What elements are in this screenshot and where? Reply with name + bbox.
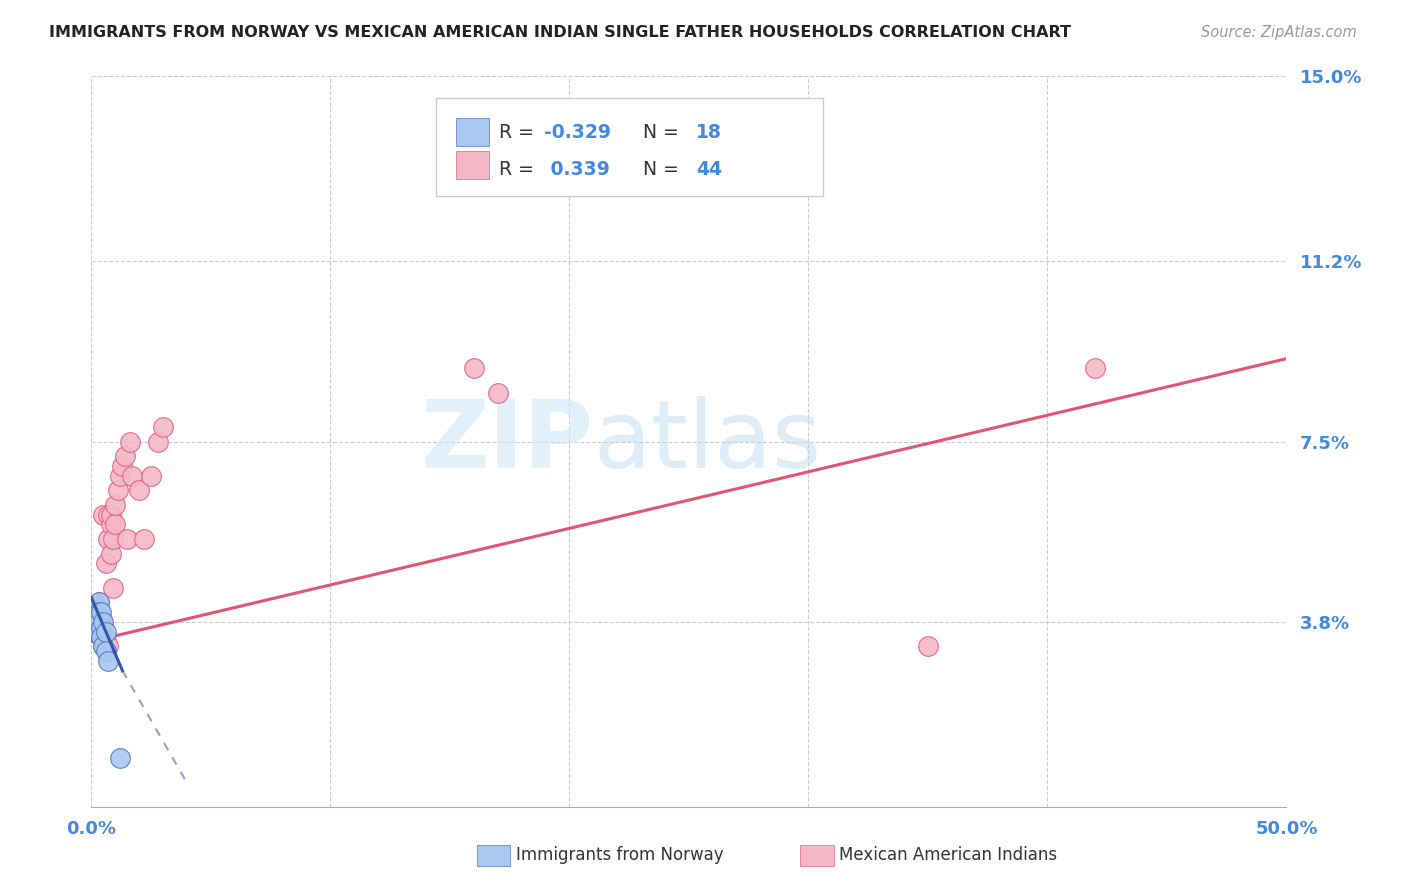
Point: [87, 615, 110, 629]
Point: [128, 483, 150, 498]
Point: [87, 595, 110, 609]
Point: [104, 498, 127, 512]
Point: [118, 434, 141, 449]
Point: [148, 434, 170, 449]
Text: Immigrants from Norway: Immigrants from Norway: [516, 847, 724, 864]
Point: [87, 615, 110, 629]
Point: [132, 532, 155, 546]
Point: [97, 640, 120, 654]
Point: [101, 581, 124, 595]
Point: [90, 610, 112, 624]
Point: [108, 751, 131, 765]
Point: [90, 620, 112, 634]
Text: 0.339: 0.339: [544, 160, 610, 179]
Point: [87, 595, 110, 609]
Text: R =: R =: [499, 160, 540, 179]
Point: [93, 640, 114, 654]
Text: Source: ZipAtlas.com: Source: ZipAtlas.com: [1201, 25, 1357, 40]
Point: [90, 630, 112, 644]
Point: [84, 600, 107, 615]
Point: [84, 620, 107, 634]
Point: [107, 483, 129, 498]
Point: [100, 517, 122, 532]
Point: [97, 532, 120, 546]
Point: [141, 468, 162, 483]
Point: [93, 630, 114, 644]
Point: [83, 605, 105, 619]
Point: [93, 640, 114, 654]
Point: [87, 605, 110, 619]
Point: [97, 508, 120, 522]
Point: [84, 610, 107, 624]
Point: [152, 420, 174, 434]
Point: [94, 634, 117, 648]
Point: [1084, 361, 1107, 376]
Point: [84, 600, 107, 615]
Point: [104, 517, 127, 532]
Point: [115, 532, 138, 546]
Point: [463, 361, 485, 376]
Point: [87, 624, 110, 639]
Point: [100, 547, 122, 561]
Point: [87, 605, 110, 619]
Text: 18: 18: [696, 122, 721, 142]
Point: [917, 640, 939, 654]
Point: [83, 615, 105, 629]
Text: N =: N =: [631, 160, 685, 179]
Point: [108, 468, 131, 483]
Point: [84, 615, 107, 629]
Text: IMMIGRANTS FROM NORWAY VS MEXICAN AMERICAN INDIAN SINGLE FATHER HOUSEHOLDS CORRE: IMMIGRANTS FROM NORWAY VS MEXICAN AMERIC…: [49, 25, 1071, 40]
Point: [93, 508, 114, 522]
Point: [111, 458, 134, 473]
Point: [84, 610, 107, 624]
Text: ZIP: ZIP: [420, 395, 593, 488]
Text: N =: N =: [631, 122, 685, 142]
Text: atlas: atlas: [593, 395, 821, 488]
Point: [97, 654, 120, 668]
Point: [93, 615, 114, 629]
Point: [90, 620, 112, 634]
Point: [94, 624, 117, 639]
Point: [486, 385, 509, 400]
Point: [90, 605, 112, 619]
Point: [83, 605, 105, 619]
Point: [94, 557, 117, 571]
Text: -0.329: -0.329: [544, 122, 612, 142]
Text: R =: R =: [499, 122, 540, 142]
Point: [87, 624, 110, 639]
Text: 44: 44: [696, 160, 721, 179]
Point: [94, 644, 117, 658]
Point: [121, 468, 143, 483]
Text: Mexican American Indians: Mexican American Indians: [839, 847, 1057, 864]
Point: [90, 630, 112, 644]
Point: [84, 620, 107, 634]
Point: [101, 532, 124, 546]
Point: [114, 449, 136, 463]
Point: [100, 508, 122, 522]
Point: [93, 620, 114, 634]
